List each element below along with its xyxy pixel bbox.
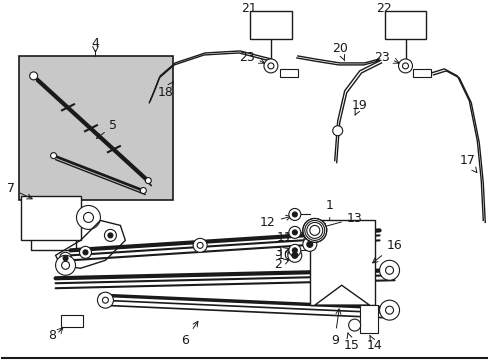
Text: 14: 14	[366, 336, 382, 352]
Circle shape	[145, 177, 151, 184]
Circle shape	[63, 256, 68, 261]
Circle shape	[402, 63, 407, 69]
Text: 10: 10	[276, 249, 292, 262]
Text: 4: 4	[91, 37, 99, 50]
Circle shape	[60, 252, 71, 264]
Bar	[61, 315, 82, 327]
Text: 9: 9	[330, 309, 340, 347]
Circle shape	[76, 206, 100, 229]
Circle shape	[193, 238, 207, 252]
Circle shape	[61, 261, 69, 269]
Circle shape	[288, 208, 300, 220]
Text: 12: 12	[260, 215, 290, 229]
Text: 19: 19	[351, 99, 367, 115]
Circle shape	[108, 233, 113, 238]
Text: 1: 1	[325, 199, 333, 229]
Circle shape	[332, 126, 342, 136]
Circle shape	[291, 252, 297, 258]
Text: 8: 8	[48, 329, 57, 342]
Circle shape	[83, 250, 88, 255]
Bar	[384, 11, 426, 39]
Text: 21: 21	[241, 1, 256, 15]
Circle shape	[302, 219, 326, 242]
Text: 2: 2	[273, 258, 289, 271]
Circle shape	[303, 234, 315, 246]
Text: 7: 7	[7, 182, 32, 199]
Circle shape	[80, 246, 91, 258]
Circle shape	[56, 255, 75, 275]
Bar	[359, 305, 377, 333]
Circle shape	[30, 72, 38, 80]
Text: 23: 23	[239, 51, 254, 64]
Circle shape	[385, 306, 393, 314]
Text: 5: 5	[96, 119, 117, 138]
Circle shape	[287, 248, 301, 262]
Circle shape	[302, 237, 316, 251]
Circle shape	[292, 230, 297, 235]
Circle shape	[140, 188, 146, 194]
Text: 15: 15	[343, 333, 359, 352]
Circle shape	[398, 59, 412, 73]
Bar	[279, 69, 297, 77]
Circle shape	[385, 266, 393, 274]
Circle shape	[309, 225, 319, 235]
Circle shape	[306, 241, 312, 247]
Bar	[249, 11, 291, 39]
Circle shape	[292, 212, 297, 217]
Text: 23: 23	[373, 51, 388, 64]
Circle shape	[104, 229, 116, 241]
Circle shape	[50, 153, 57, 159]
Text: 6: 6	[181, 321, 198, 347]
Bar	[20, 195, 81, 240]
Text: 22: 22	[375, 1, 391, 15]
Circle shape	[379, 260, 399, 280]
Bar	[413, 69, 430, 77]
Text: 11: 11	[276, 231, 292, 244]
Circle shape	[348, 319, 360, 331]
Circle shape	[197, 242, 203, 248]
Text: 3: 3	[273, 246, 288, 259]
Bar	[309, 220, 374, 305]
Circle shape	[83, 212, 93, 222]
Circle shape	[102, 297, 108, 303]
Text: 13: 13	[321, 212, 362, 229]
Circle shape	[97, 292, 113, 308]
Circle shape	[264, 59, 277, 73]
Circle shape	[288, 244, 300, 256]
Text: 17: 17	[458, 154, 476, 172]
Circle shape	[288, 226, 300, 238]
Text: 18: 18	[157, 81, 173, 99]
Circle shape	[379, 300, 399, 320]
Circle shape	[292, 248, 297, 253]
Circle shape	[267, 63, 273, 69]
Text: 16: 16	[372, 239, 402, 263]
Bar	[19, 56, 173, 201]
Text: 20: 20	[331, 42, 347, 61]
